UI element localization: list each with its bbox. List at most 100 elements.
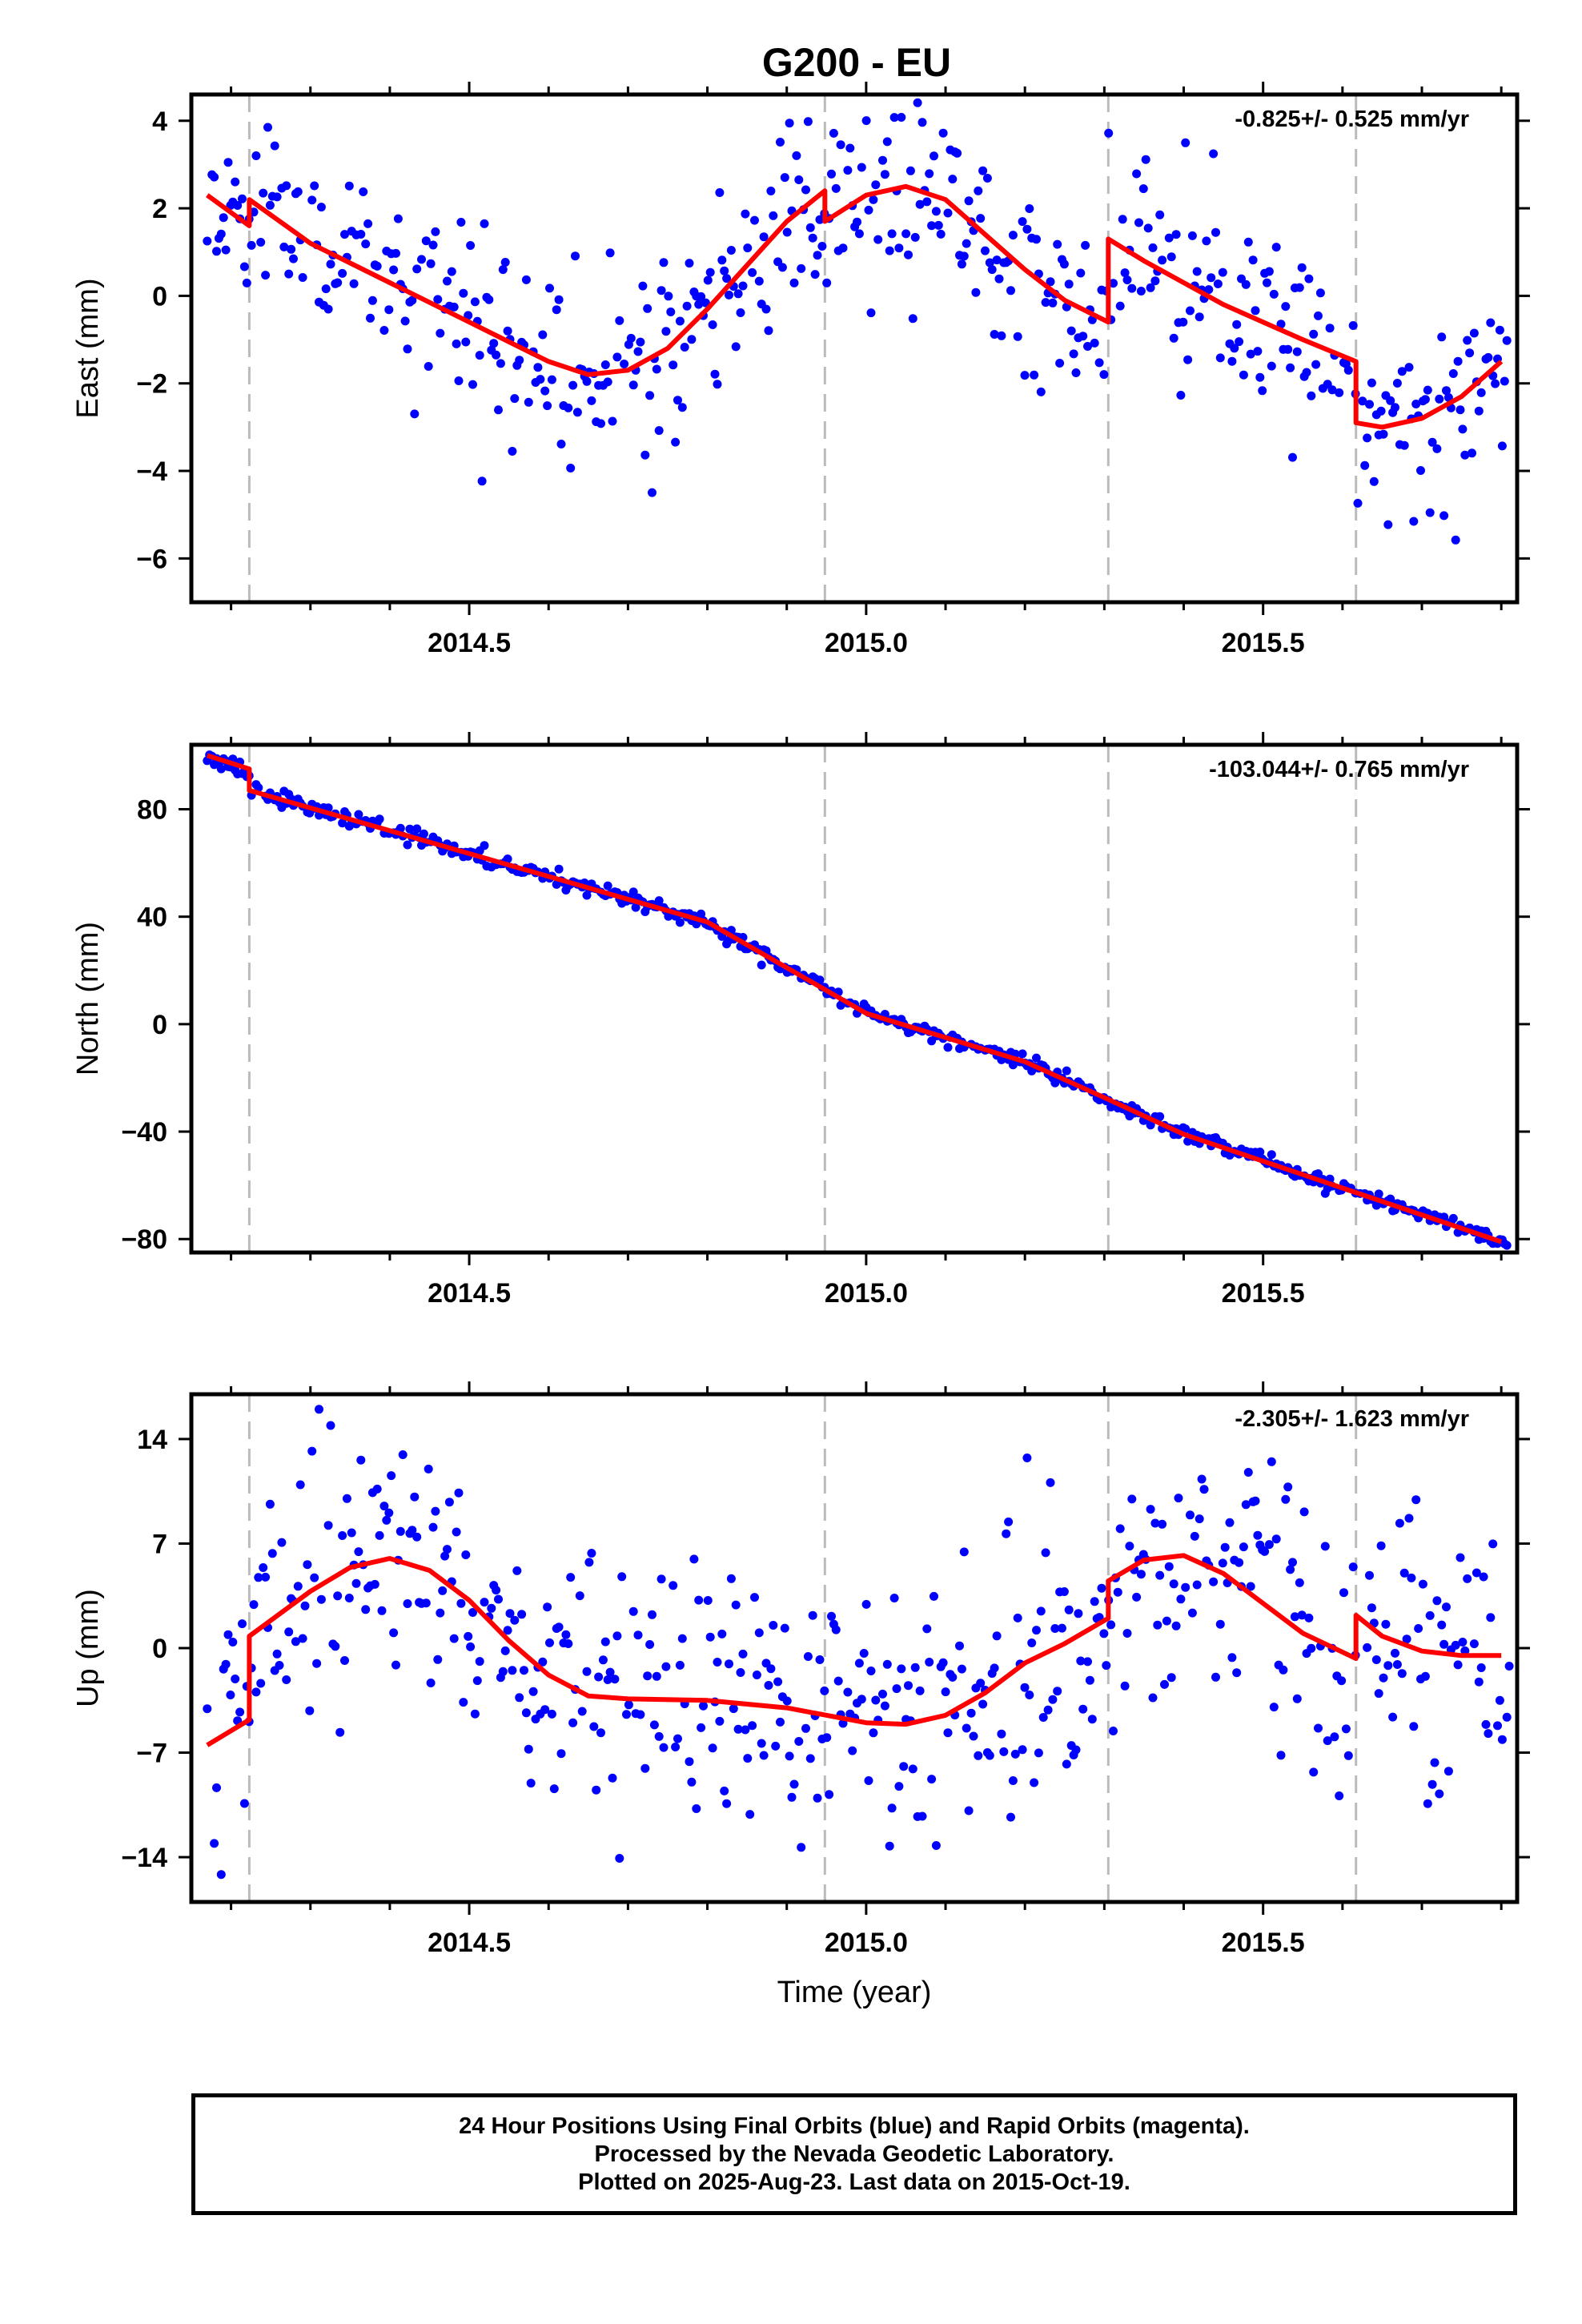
up-data-point [1038,1713,1048,1722]
east-data-point [925,169,934,179]
east-data-point [289,254,298,263]
up-data-point [759,1751,769,1760]
footer-line-orbits: 24 Hour Positions Using Final Orbits (bl… [459,2113,1250,2139]
east-data-point [326,259,335,269]
up-data-point [1232,1668,1242,1678]
up-data-point [1251,1496,1260,1506]
east-data-point [566,464,576,472]
up-data-point [524,1744,533,1754]
up-data-point [717,1629,727,1638]
up-data-point [1241,1500,1251,1510]
east-data-point [794,175,804,184]
east-data-point [1502,336,1512,345]
east-data-point [887,229,897,239]
east-data-point [447,267,456,276]
up-data-point [594,1672,604,1682]
up-data-point [1330,1732,1339,1742]
up-data-point [1437,1620,1447,1630]
up-data-point [673,1734,682,1743]
east-data-point [1486,318,1496,328]
east-data-point [1474,406,1484,416]
east-data-point [808,233,817,243]
east-data-point [1469,328,1479,338]
east-y-tick-label: −6 [136,544,167,574]
up-data-point [931,1841,941,1850]
east-data-point [953,148,962,158]
up-data-point [433,1655,443,1664]
east-data-point [687,335,697,344]
up-data-point [1027,1638,1037,1647]
east-data-point [813,251,822,260]
east-data-point [997,331,1006,340]
east-data-point [801,185,810,195]
north-data-point [375,814,384,824]
east-data-point [256,238,266,247]
east-data-point [659,258,669,267]
up-data-point [444,1498,454,1507]
up-data-point [1043,1705,1053,1715]
east-data-point [1148,243,1158,252]
up-y-tick-label: 7 [152,1529,167,1559]
up-data-point [1209,1577,1219,1586]
east-data-point [475,351,484,360]
east-data-point [454,376,464,385]
east-data-point [468,380,477,389]
north-x-tick-label: 2015.5 [1222,1278,1305,1309]
up-data-point [354,1547,363,1557]
up-data-point [323,1521,333,1530]
up-data-point [1174,1494,1183,1503]
east-data-point [1425,508,1435,517]
up-data-point [443,1545,452,1554]
east-data-point [431,227,440,236]
up-x-axis-label: Time (year) [777,1976,932,2009]
north-y-tick-label: −80 [121,1224,167,1255]
up-data-point [694,1595,704,1605]
east-data-point [671,437,681,447]
up-data-point [1199,1485,1209,1494]
up-data-point [927,1775,937,1784]
east-data-point [410,409,420,419]
east-data-point [216,229,226,239]
east-data-point [564,403,573,412]
north-data-point [757,960,766,970]
east-data-point [827,169,836,179]
up-data-point [1404,1514,1414,1523]
east-data-point [633,347,643,356]
east-data-point [1269,289,1279,299]
up-data-point [1002,1529,1011,1538]
footer-caption-box: 24 Hour Positions Using Final Orbits (bl… [191,2093,1517,2215]
east-data-point [722,274,732,283]
up-data-point [1187,1608,1197,1618]
east-data-point [1404,363,1414,372]
east-data-point [805,223,815,232]
east-data-point [652,364,661,374]
up-data-point [857,1695,866,1704]
east-data-point [1297,263,1307,272]
up-data-point [820,1686,829,1695]
up-data-point [866,1667,876,1675]
up-data-point [1078,1704,1088,1714]
up-data-point [731,1600,741,1610]
up-data-point [510,1615,520,1625]
up-data-point [1169,1579,1178,1589]
east-data-point [1243,237,1253,247]
up-data-point [1235,1558,1244,1567]
east-data-point [1008,231,1018,240]
east-data-point [477,476,487,486]
east-data-point [1141,155,1150,164]
up-data-point [904,1681,913,1691]
up-data-point [1097,1583,1106,1593]
east-data-point [366,313,375,323]
east-data-point [873,235,883,244]
east-data-point [1115,301,1125,311]
east-data-point [612,352,622,362]
east-data-point [981,246,990,255]
east-data-point [1215,353,1225,363]
east-data-point [1055,359,1065,368]
east-data-point [480,219,489,228]
up-data-point [1292,1694,1302,1703]
east-data-point [853,217,861,227]
east-data-point [568,380,578,390]
up-data-point [1267,1457,1276,1466]
up-data-point [705,1632,715,1642]
